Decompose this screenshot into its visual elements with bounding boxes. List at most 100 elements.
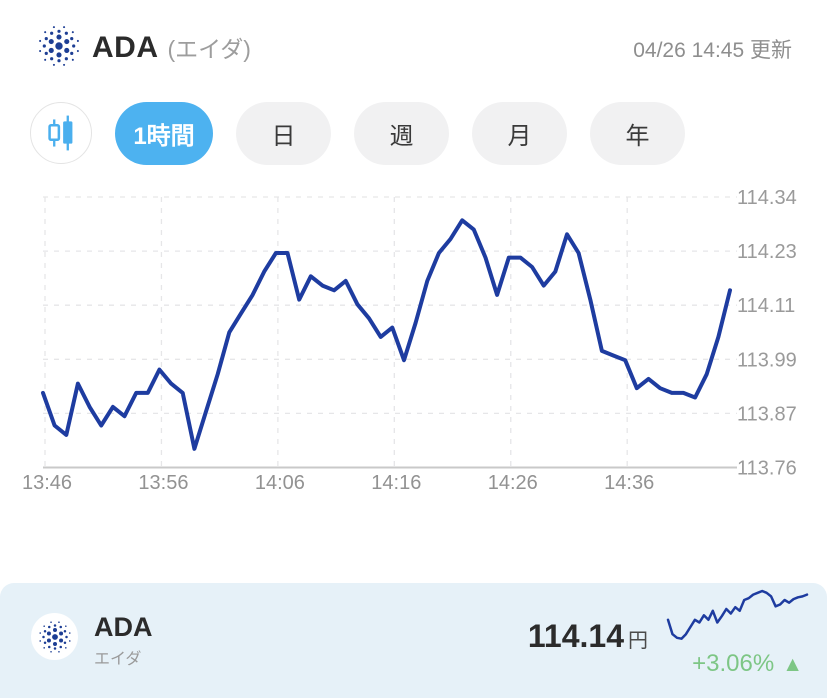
- logo-dot: [76, 50, 79, 53]
- tab-day[interactable]: 日: [236, 101, 331, 165]
- logo-dot: [43, 641, 46, 644]
- logo-dot: [64, 31, 68, 35]
- card-coin-symbol: ADA: [94, 612, 153, 642]
- logo-dot: [44, 58, 47, 61]
- logo-dot: [68, 639, 71, 642]
- tab-week[interactable]: 週: [354, 101, 449, 165]
- coin-summary-card[interactable]: [0, 583, 827, 698]
- logo-dot: [42, 646, 45, 649]
- logo-dot: [59, 625, 62, 628]
- logo-dot: [71, 31, 74, 34]
- header: ADA (エイダ) 04/26 14:45 更新: [0, 0, 827, 92]
- up-arrow-icon: ▲: [782, 653, 803, 676]
- logo-dot: [71, 58, 74, 61]
- x-tick-label: 14:16: [371, 472, 421, 494]
- logo-dot: [41, 635, 45, 638]
- logo-dot: [57, 620, 60, 623]
- logo-dot: [48, 47, 54, 54]
- logo-dot: [58, 638, 63, 642]
- current-price: 114.14: [527, 618, 624, 654]
- y-tick-label: 113.87: [737, 403, 797, 425]
- logo-dot: [58, 631, 63, 635]
- logo-dot: [56, 52, 62, 58]
- card-names: ADA エイダ: [94, 612, 153, 669]
- logo-dot: [63, 63, 66, 66]
- timeframe-tabbar: 1時間 日 週 月 年: [30, 100, 685, 166]
- logo-dot: [70, 37, 74, 41]
- logo-dot: [44, 51, 48, 55]
- logo-dot: [39, 50, 42, 53]
- logo-dot: [63, 641, 66, 644]
- y-tick-label: 114.23: [737, 241, 797, 263]
- logo-dot: [70, 51, 74, 55]
- logo-dot: [42, 44, 46, 48]
- logo-dot: [72, 44, 76, 48]
- logo-dot: [52, 627, 57, 632]
- logo-dot: [49, 620, 52, 623]
- tab-month[interactable]: 月: [472, 101, 567, 165]
- y-tick-label: 114.34: [737, 187, 797, 209]
- logo-dot: [39, 39, 42, 42]
- y-tick-label: 113.76: [737, 458, 797, 480]
- card-coin-name-ja: エイダ: [94, 651, 142, 668]
- logo-dot: [64, 57, 68, 61]
- logo-dot: [47, 625, 50, 628]
- logo-dot: [46, 638, 51, 642]
- change-value: +3.06%: [692, 650, 775, 677]
- logo-dot: [59, 645, 62, 648]
- x-tick-label: 13:46: [22, 472, 72, 494]
- logo-dot: [64, 646, 67, 649]
- last-updated-timestamp: 04/26 14:45 更新: [633, 39, 792, 62]
- sparkline-chart: [666, 589, 809, 640]
- candlestick-toggle-button[interactable]: [30, 102, 92, 164]
- price-line: [41, 218, 732, 451]
- tab-year[interactable]: 年: [590, 101, 685, 165]
- logo-dot: [44, 37, 48, 41]
- logo-dot: [68, 631, 71, 634]
- logo-dot: [56, 34, 62, 40]
- x-tick-label: 14:26: [488, 472, 538, 494]
- tab-1hour[interactable]: 1時間: [115, 101, 213, 165]
- logo-dot: [64, 38, 70, 45]
- page-title: ADA: [92, 31, 159, 64]
- logo-dot: [46, 631, 51, 635]
- title-row: ADA (エイダ): [92, 30, 251, 65]
- logo-dot: [57, 59, 61, 63]
- logo-dot: [52, 26, 55, 29]
- logo-dot: [52, 63, 55, 66]
- currency-unit: 円: [628, 630, 648, 652]
- logo-dot: [76, 39, 79, 42]
- coin-avatar: [31, 613, 78, 660]
- logo-dot: [38, 631, 41, 634]
- logo-dot: [64, 635, 68, 638]
- sparkline-path: [666, 589, 809, 640]
- logo-dot: [51, 633, 58, 640]
- logo-dot: [48, 38, 54, 45]
- logo-dot: [50, 57, 54, 61]
- cardano-logo-icon: [39, 26, 79, 66]
- price-chart-area[interactable]: 13:46 13:56 14:06 14:16 14:26 14:36 114.34 114.…: [0, 180, 827, 510]
- logo-dot: [57, 29, 61, 33]
- logo-dot: [52, 641, 57, 646]
- candlestick-icon: [48, 115, 73, 151]
- logo-dot: [38, 639, 41, 642]
- logo-dot: [44, 31, 47, 34]
- logo-dot: [57, 650, 60, 653]
- change-percent: +3.06% ▲: [692, 650, 803, 678]
- logo-dot: [64, 624, 67, 627]
- logo-dot: [63, 629, 66, 632]
- logo-dot: [53, 646, 56, 650]
- logo-dot: [49, 650, 52, 653]
- logo-dot: [53, 623, 56, 627]
- coin-name-ja: (エイダ): [167, 36, 251, 62]
- logo-dot: [47, 645, 50, 648]
- y-tick-label: 113.99: [737, 349, 797, 371]
- logo-dot: [42, 624, 45, 627]
- x-tick-label: 13:56: [138, 472, 188, 494]
- logo-dot: [64, 47, 70, 54]
- logo-dot: [50, 31, 54, 35]
- cardano-logo-icon-small: [38, 620, 71, 653]
- price-chart-svg: 13:46 13:56 14:06 14:16 14:26 14:36 114.34 114.…: [22, 187, 797, 494]
- y-tick-label: 114.11: [737, 295, 795, 317]
